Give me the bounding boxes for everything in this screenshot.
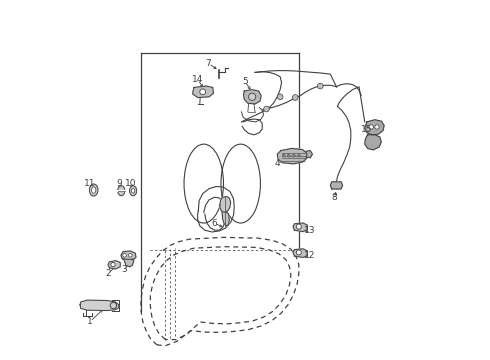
- Polygon shape: [80, 300, 119, 311]
- Polygon shape: [293, 223, 307, 231]
- Text: 4: 4: [274, 159, 280, 168]
- Polygon shape: [222, 212, 229, 226]
- Ellipse shape: [118, 186, 125, 196]
- Circle shape: [318, 83, 323, 89]
- Circle shape: [277, 94, 283, 100]
- Circle shape: [293, 154, 295, 157]
- Circle shape: [296, 224, 301, 229]
- Text: 14: 14: [192, 75, 203, 84]
- Circle shape: [128, 253, 132, 257]
- Circle shape: [369, 125, 373, 129]
- Circle shape: [287, 154, 290, 157]
- Text: 10: 10: [125, 179, 137, 188]
- Circle shape: [296, 250, 301, 255]
- Polygon shape: [330, 182, 343, 189]
- Ellipse shape: [131, 188, 135, 193]
- Ellipse shape: [92, 187, 96, 193]
- Polygon shape: [293, 249, 307, 257]
- Polygon shape: [220, 197, 231, 212]
- Ellipse shape: [129, 186, 137, 196]
- Text: 15: 15: [361, 125, 373, 134]
- Circle shape: [248, 93, 256, 100]
- Polygon shape: [306, 150, 313, 158]
- Text: 11: 11: [84, 179, 96, 188]
- Circle shape: [264, 106, 270, 112]
- Circle shape: [200, 89, 205, 95]
- Polygon shape: [124, 259, 134, 267]
- Polygon shape: [244, 90, 261, 104]
- Polygon shape: [365, 135, 381, 150]
- Polygon shape: [193, 86, 214, 98]
- Polygon shape: [365, 120, 384, 135]
- Circle shape: [297, 154, 300, 157]
- Polygon shape: [108, 261, 120, 269]
- Circle shape: [282, 154, 285, 157]
- Circle shape: [293, 95, 298, 100]
- Circle shape: [375, 125, 379, 129]
- Text: 13: 13: [304, 226, 315, 235]
- Text: 3: 3: [121, 265, 126, 274]
- Text: 1: 1: [87, 317, 93, 326]
- Text: 12: 12: [304, 251, 315, 260]
- Text: 8: 8: [332, 193, 338, 202]
- Text: 5: 5: [242, 77, 248, 86]
- Text: 6: 6: [212, 219, 218, 228]
- Polygon shape: [277, 148, 307, 164]
- Polygon shape: [121, 251, 136, 260]
- Text: 9: 9: [116, 179, 122, 188]
- Text: 2: 2: [105, 269, 111, 278]
- Text: 7: 7: [205, 59, 211, 68]
- Circle shape: [122, 253, 126, 257]
- Circle shape: [111, 262, 115, 267]
- Ellipse shape: [89, 184, 98, 196]
